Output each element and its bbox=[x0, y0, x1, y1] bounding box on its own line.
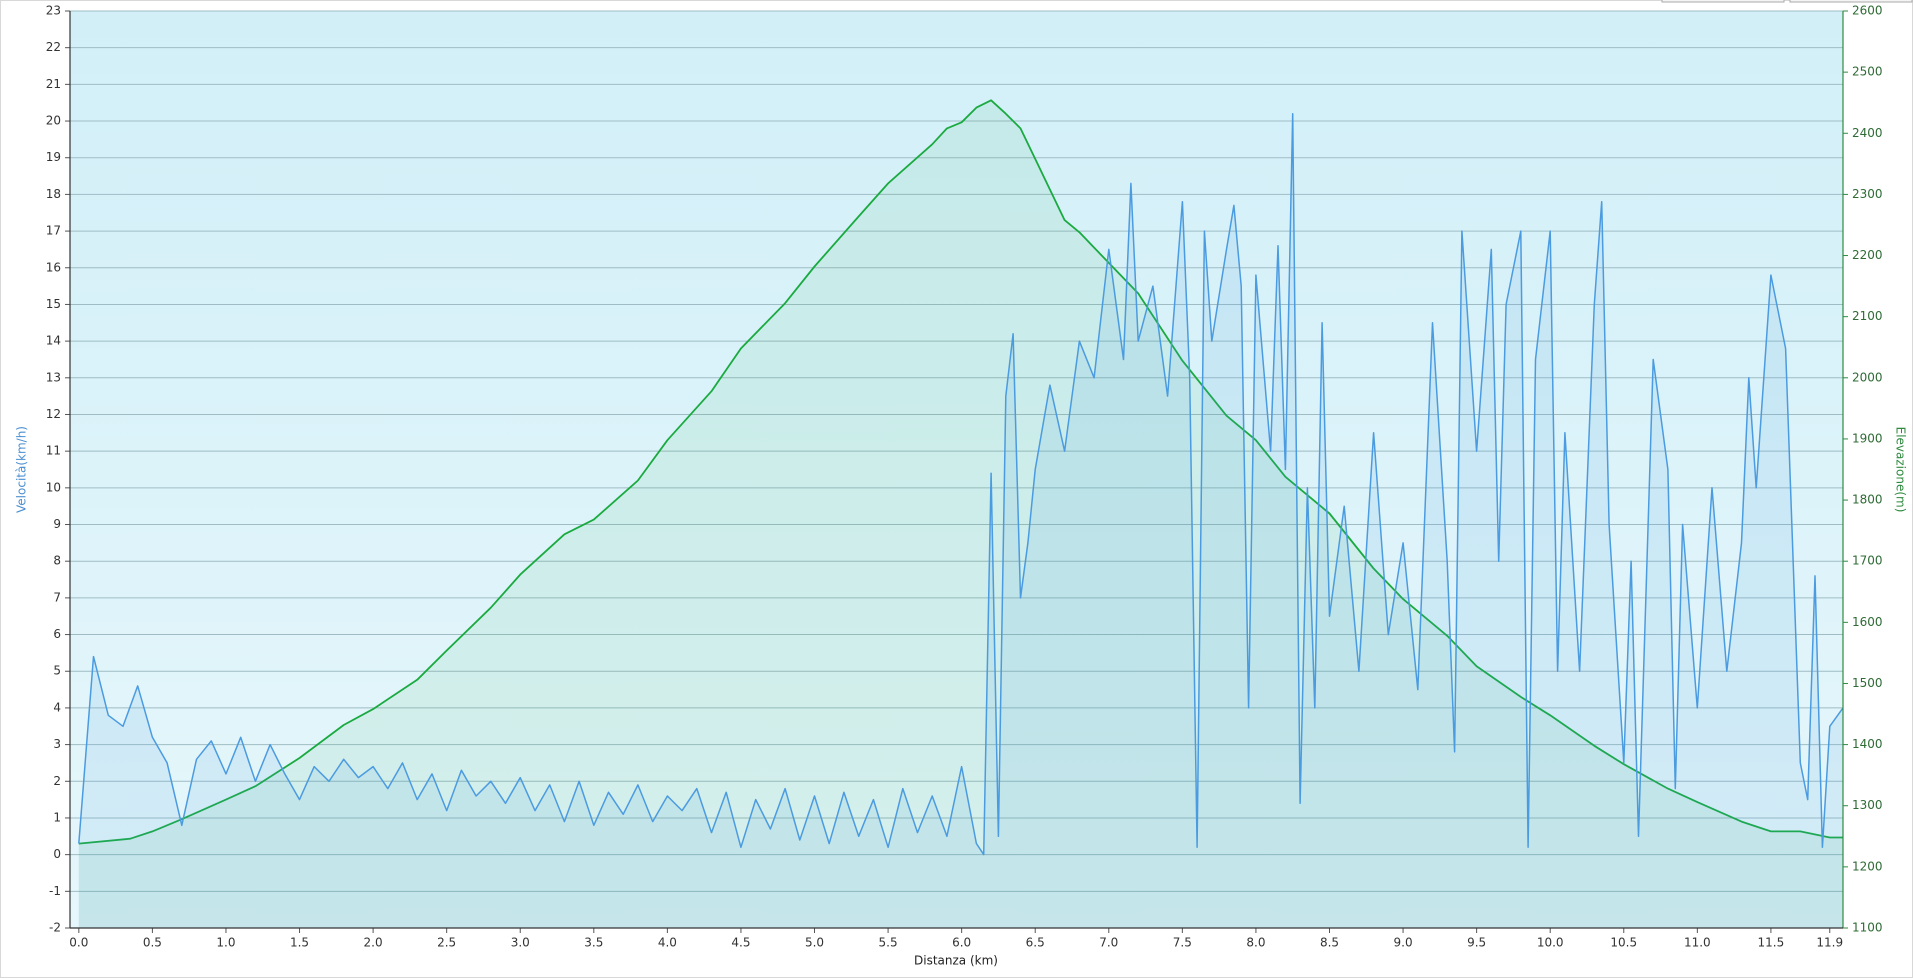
area bbox=[78, 100, 1843, 929]
x-tick-label: 11.5 bbox=[1758, 936, 1785, 950]
y-tick-label: 18 bbox=[46, 187, 61, 201]
y-tick-label: 15 bbox=[46, 297, 61, 311]
y2-tick-label: 1500 bbox=[1852, 676, 1883, 690]
toolbar-button[interactable] bbox=[1789, 0, 1913, 3]
y2-tick-label: 2300 bbox=[1852, 187, 1883, 201]
plot-layer bbox=[70, 10, 1844, 929]
y-tick-label: 0 bbox=[53, 847, 61, 861]
y-tick-label: 19 bbox=[46, 150, 61, 164]
y-tick-label: 13 bbox=[46, 370, 61, 384]
x-axis-title: Distanza (km) bbox=[914, 954, 998, 968]
y2-tick-label: 1900 bbox=[1852, 431, 1883, 445]
x-tick-label: 9.0 bbox=[1394, 936, 1413, 950]
y2-tick-label: 2500 bbox=[1852, 65, 1883, 79]
x-tick-label: 1.5 bbox=[290, 936, 309, 950]
y-tick-label: 12 bbox=[46, 407, 61, 421]
y-tick-label: 16 bbox=[46, 260, 61, 274]
y2-tick-label: 1700 bbox=[1852, 554, 1883, 568]
x-tick-label: 8.5 bbox=[1320, 936, 1339, 950]
y-tick-label: 22 bbox=[46, 40, 61, 54]
y-tick-label: 3 bbox=[53, 737, 61, 751]
x-tick-label: 2.0 bbox=[364, 936, 383, 950]
y-tick-label: 9 bbox=[53, 517, 61, 531]
y2-tick-label: 2000 bbox=[1852, 370, 1883, 384]
y-tick-label: 4 bbox=[53, 700, 61, 714]
y-tick-label: 11 bbox=[46, 444, 61, 458]
x-tick-label: 2.5 bbox=[437, 936, 456, 950]
y2-tick-label: 1100 bbox=[1852, 921, 1883, 935]
x-tick-label: 4.5 bbox=[731, 936, 750, 950]
y-tick-label: 5 bbox=[53, 664, 61, 678]
y-tick-label: 23 bbox=[46, 4, 61, 18]
y-tick-label: 21 bbox=[46, 77, 61, 91]
y-tick-label: 1 bbox=[53, 810, 61, 824]
y-tick-label: -2 bbox=[49, 921, 61, 935]
x-tick-label: 0.5 bbox=[143, 936, 162, 950]
toolbar-button[interactable] bbox=[1661, 0, 1785, 3]
x-tick-label: 10.0 bbox=[1537, 936, 1564, 950]
y-axis-title: Velocità(km/h) bbox=[15, 426, 29, 513]
x-tick-label: 3.0 bbox=[511, 936, 530, 950]
y2-axis-title: Elevazione(m) bbox=[1894, 427, 1908, 513]
y2-tick-label: 1600 bbox=[1852, 615, 1883, 629]
x-tick-label: 7.0 bbox=[1099, 936, 1118, 950]
y2-tick-label: 2600 bbox=[1852, 4, 1883, 18]
y2-tick-label: 1200 bbox=[1852, 859, 1883, 873]
y2-tick-label: 1800 bbox=[1852, 493, 1883, 507]
y2-tick-label: 1300 bbox=[1852, 798, 1883, 812]
y-tick-label: -1 bbox=[49, 884, 61, 898]
x-tick-label: 0.0 bbox=[69, 936, 88, 950]
x-tick-label: 1.0 bbox=[216, 936, 235, 950]
y-tick-label: 6 bbox=[53, 627, 61, 641]
x-tick-label: 6.0 bbox=[952, 936, 971, 950]
x-tick-label: 3.5 bbox=[584, 936, 603, 950]
x-tick-label: 5.5 bbox=[879, 936, 898, 950]
y-tick-label: 2 bbox=[53, 774, 61, 788]
x-tick-label: 4.0 bbox=[658, 936, 677, 950]
x-tick-label: 11.0 bbox=[1684, 936, 1711, 950]
line bbox=[78, 99, 1843, 845]
plot-background bbox=[70, 11, 1843, 928]
y-tick-label: 7 bbox=[53, 590, 61, 604]
y-tick-label: 8 bbox=[53, 554, 61, 568]
line bbox=[78, 112, 1844, 856]
x-tick-label: 6.5 bbox=[1026, 936, 1045, 950]
y2-tick-label: 2400 bbox=[1852, 126, 1883, 140]
area bbox=[78, 113, 1843, 928]
y-tick-label: 10 bbox=[46, 480, 61, 494]
x-tick-label: 8.0 bbox=[1246, 936, 1265, 950]
y2-tick-label: 2100 bbox=[1852, 309, 1883, 323]
x-tick-label: 10.5 bbox=[1610, 936, 1637, 950]
y-tick-label: 14 bbox=[46, 334, 61, 348]
y-tick-label: 20 bbox=[46, 114, 61, 128]
y2-tick-label: 2200 bbox=[1852, 248, 1883, 262]
y-tick-label: 17 bbox=[46, 224, 61, 238]
x-tick-label: 5.0 bbox=[805, 936, 824, 950]
x-tick-label: 9.5 bbox=[1467, 936, 1486, 950]
x-tick-label: 7.5 bbox=[1173, 936, 1192, 950]
y2-tick-label: 1400 bbox=[1852, 737, 1883, 751]
x-tick-label: 11.9 bbox=[1816, 936, 1843, 950]
